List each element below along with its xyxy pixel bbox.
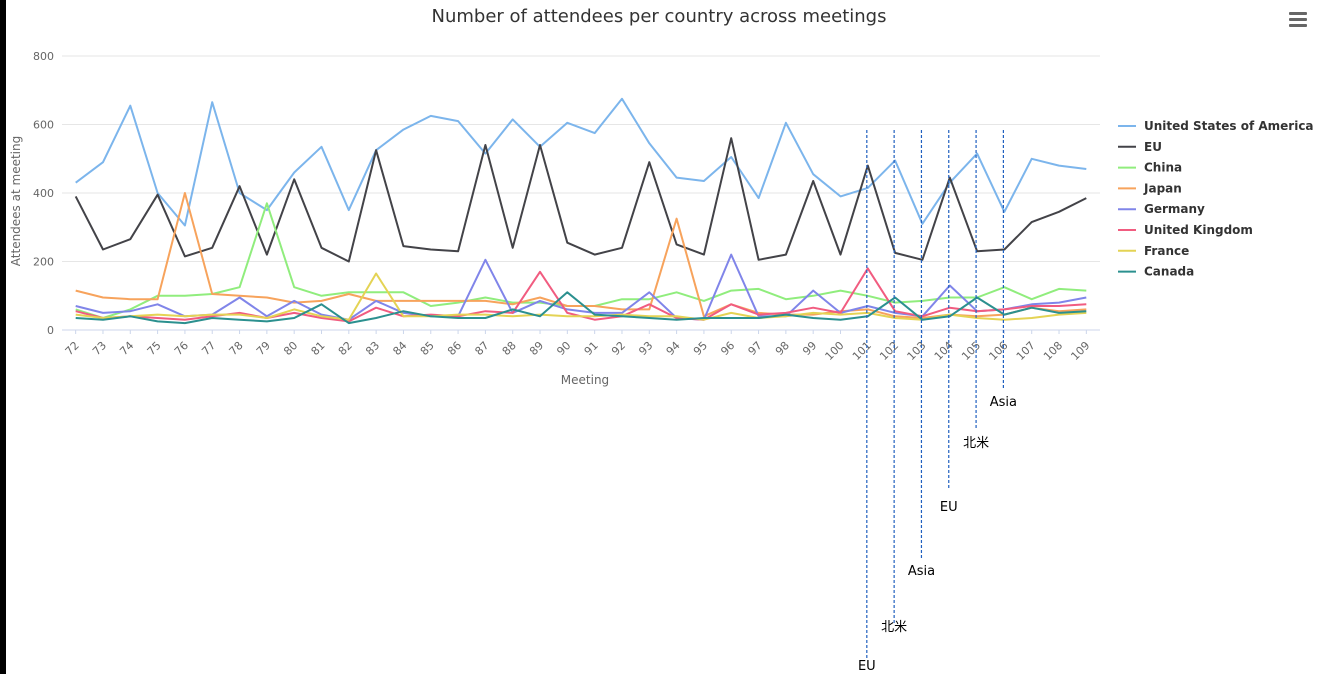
legend-item-canada[interactable]: Canada: [1118, 265, 1194, 279]
x-tick-label: 79: [254, 339, 273, 358]
series-line-eu: [74, 137, 1087, 263]
x-tick-label: 81: [309, 339, 328, 358]
x-tick-label: 78: [227, 339, 246, 358]
series-line-canada: [75, 291, 1087, 325]
left-border: [0, 0, 6, 674]
legend-label: EU: [1144, 140, 1162, 154]
series-line-france: [75, 272, 1087, 321]
legend-item-united-kingdom[interactable]: United Kingdom: [1118, 223, 1253, 237]
legend-label: France: [1144, 244, 1189, 258]
legend-item-japan[interactable]: Japan: [1118, 181, 1182, 195]
annotation-label: Asia: [908, 564, 935, 579]
x-tick-label: 104: [932, 339, 956, 363]
x-tick-label: 100: [823, 339, 847, 363]
x-tick-label: 87: [472, 339, 491, 358]
annotation-label: EU: [940, 500, 958, 515]
x-tick-label: 73: [90, 339, 109, 358]
legend-item-united-states-of-america[interactable]: United States of America: [1118, 119, 1314, 133]
y-tick-label: 0: [47, 324, 54, 337]
series-line-japan: [75, 192, 1087, 319]
y-tick-label: 400: [33, 187, 54, 200]
series-line-germany: [75, 253, 1087, 321]
x-tick-label: 103: [905, 339, 929, 363]
x-axis-title: Meeting: [561, 373, 609, 387]
x-tick-label: 108: [1041, 339, 1065, 363]
x-tick-label: 75: [145, 339, 164, 358]
x-tick-label: 97: [746, 339, 765, 358]
legend-item-germany[interactable]: Germany: [1118, 202, 1205, 216]
chart-title: Number of attendees per country across m…: [431, 6, 887, 27]
x-tick-label: 107: [1014, 339, 1038, 363]
legend-label: China: [1144, 161, 1182, 175]
x-tick-label: 84: [390, 339, 409, 358]
annotation-label: 北米: [963, 436, 989, 451]
x-tick-label: 76: [172, 339, 191, 358]
x-tick-label: 95: [691, 339, 710, 358]
x-tick-label: 72: [63, 339, 82, 358]
x-tick-label: 101: [850, 339, 874, 363]
y-tick-label: 200: [33, 256, 54, 269]
x-tick-label: 105: [959, 339, 983, 363]
x-tick-label: 92: [609, 339, 628, 358]
series-line-united-states-of-america: [75, 97, 1087, 227]
legend-item-eu[interactable]: EU: [1118, 140, 1162, 154]
x-tick-label: 83: [363, 339, 382, 358]
x-tick-label: 90: [554, 339, 573, 358]
x-tick-label: 88: [500, 339, 519, 358]
x-tick-label: 99: [800, 339, 819, 358]
x-tick-label: 77: [199, 339, 218, 358]
x-tick-label: 94: [664, 339, 683, 358]
y-tick-label: 600: [33, 119, 54, 132]
legend-label: Germany: [1144, 202, 1205, 216]
x-tick-label: 82: [336, 339, 355, 358]
x-tick-label: 102: [877, 339, 901, 363]
y-axis-title: Attendees at meeting: [9, 136, 23, 266]
x-tick-label: 91: [582, 339, 601, 358]
annotation-label: Asia: [990, 395, 1017, 410]
legend-item-china[interactable]: China: [1118, 161, 1182, 175]
legend-label: United Kingdom: [1144, 223, 1253, 237]
legend-item-france[interactable]: France: [1118, 244, 1189, 258]
x-tick-label: 89: [527, 339, 546, 358]
annotation-label: 北米: [881, 620, 907, 635]
x-tick-label: 98: [773, 339, 792, 358]
y-tick-label: 800: [33, 50, 54, 63]
x-tick-label: 86: [445, 339, 464, 358]
x-tick-label: 85: [418, 339, 437, 358]
legend-label: Canada: [1144, 265, 1194, 279]
x-tick-label: 74: [117, 339, 136, 358]
legend-label: United States of America: [1144, 119, 1314, 133]
x-tick-label: 96: [718, 339, 737, 358]
x-tick-label: 106: [986, 339, 1010, 363]
annotation-label: EU: [858, 659, 876, 674]
x-tick-label: 80: [281, 339, 300, 358]
x-tick-label: 109: [1068, 339, 1092, 363]
x-tick-label: 93: [636, 339, 655, 358]
legend-label: Japan: [1143, 181, 1182, 195]
chart-menu-icon[interactable]: [1289, 12, 1307, 28]
